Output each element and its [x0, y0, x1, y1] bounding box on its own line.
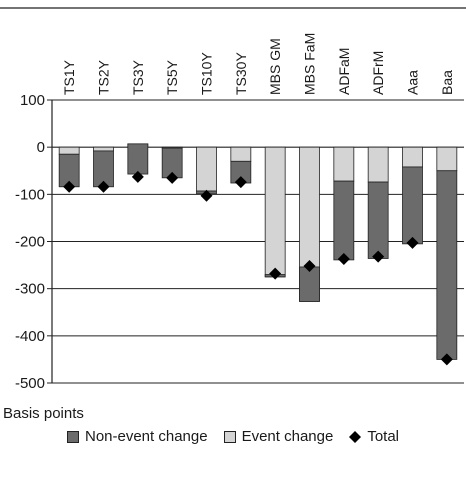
bar-event-change — [333, 146, 355, 182]
x-tick-label: TS2Y — [96, 59, 112, 95]
x-tick-label: MBS FaM — [302, 33, 318, 95]
x-tick-label: TS3Y — [130, 59, 146, 95]
x-tick-label: TS30Y — [233, 52, 249, 95]
x-tick-label: TS10Y — [199, 52, 215, 95]
y-tick-label: 100 — [20, 92, 45, 109]
x-tick-label: MBS GM — [267, 38, 283, 95]
bar-non-event-change — [436, 170, 458, 360]
total-marker — [337, 252, 350, 265]
x-tick-label: Aaa — [405, 70, 421, 95]
total-marker — [406, 236, 419, 249]
total-markers — [63, 170, 453, 366]
total-marker — [269, 267, 282, 280]
x-tick-label: TS5Y — [164, 59, 180, 95]
legend-label-event: Event change — [241, 428, 334, 445]
x-tick-label: ADFaM — [336, 48, 352, 95]
bar-event-change — [367, 146, 389, 183]
bar-non-event-change — [402, 166, 423, 245]
bar-event-change — [264, 146, 286, 278]
legend-item-non-event: Non-event change — [66, 428, 208, 445]
bar-event-change — [58, 146, 80, 155]
legend-item-total: Total — [349, 428, 399, 445]
total-marker — [234, 176, 247, 189]
bar-non-event-change — [367, 181, 389, 259]
total-marker — [200, 189, 213, 202]
x-tick-label: Baa — [439, 70, 455, 95]
bar-non-event-change — [299, 266, 320, 302]
total-marker — [97, 180, 110, 193]
total-marker — [303, 260, 316, 273]
y-axis-label: Basis points — [3, 405, 84, 422]
legend-label-total: Total — [367, 428, 400, 445]
x-tick-label: TS1Y — [61, 59, 77, 95]
total-marker — [372, 250, 385, 263]
y-tick-label: -200 — [15, 234, 45, 251]
total-marker — [131, 170, 144, 183]
y-tick-label: -500 — [15, 375, 45, 392]
bar-non-event-change — [127, 143, 149, 175]
legend-label-non-event: Non-event change — [84, 428, 208, 445]
legend-swatch-event — [223, 430, 236, 443]
x-axis-labels: TS1Y TS2Y TS3Y TS5Y TS10Y TS30Y MBS GM MBS FaM A… — [61, 33, 455, 95]
legend-item-event: Event change — [223, 428, 334, 445]
bar-event-change — [230, 146, 252, 162]
bar-event-change — [402, 146, 423, 168]
gridlines — [52, 99, 464, 384]
bar-non-event-change — [333, 180, 355, 261]
bar-event-change — [436, 146, 458, 172]
total-marker — [440, 353, 453, 366]
y-tick-label: -400 — [15, 328, 45, 345]
bar-event-change — [196, 146, 217, 192]
legend-swatch-non-event — [66, 430, 79, 443]
y-tick-label: -100 — [15, 186, 45, 203]
y-tick-label: 0 — [37, 139, 45, 156]
x-tick-label: ADFrM — [370, 51, 386, 95]
legend-diamond-icon — [349, 430, 362, 443]
legend: Non-event change Event change Total — [0, 428, 466, 445]
y-tick-label: -300 — [15, 281, 45, 298]
total-marker — [166, 171, 179, 184]
bar-event-change — [93, 146, 114, 152]
y-axis: 100 0 -100 -200 -300 -400 -500 — [15, 92, 53, 392]
bars — [58, 143, 458, 360]
total-marker — [63, 180, 76, 193]
